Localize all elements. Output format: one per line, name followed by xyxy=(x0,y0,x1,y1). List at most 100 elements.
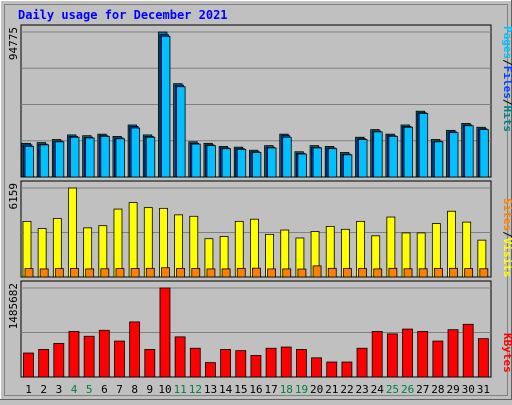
x-tick-label-day-15: 15 xyxy=(234,383,247,396)
legend-item: Hits xyxy=(501,106,512,133)
bar-pages-day-12 xyxy=(191,143,201,178)
x-tick-label-day-25: 25 xyxy=(386,383,399,396)
bar-pages-day-13 xyxy=(206,145,216,178)
bar-kbytes-day-21 xyxy=(326,361,338,378)
x-tick-label-day-30: 30 xyxy=(462,383,475,396)
bar-kbytes-day-9 xyxy=(144,349,156,378)
bar-visits-day-10 xyxy=(159,207,168,278)
chart-panels: 94775 6159 1485682 xyxy=(7,24,492,378)
bar-visits-day-11 xyxy=(174,214,184,278)
bar-kbytes-day-24 xyxy=(371,331,383,378)
x-tick-label-day-6: 6 xyxy=(101,383,108,396)
bar-sites-day-24 xyxy=(373,268,383,278)
x-tick-label-day-1: 1 xyxy=(25,383,32,396)
x-tick-label-day-2: 2 xyxy=(40,383,47,396)
bar-pages-day-31 xyxy=(479,129,489,178)
bar-kbytes-day-29 xyxy=(447,329,459,378)
x-tick-label-day-10: 10 xyxy=(158,383,171,396)
bar-pages-day-21 xyxy=(327,148,338,178)
bar-sites-day-8 xyxy=(130,268,140,278)
panel-hits-files-pages: 94775 xyxy=(7,24,492,178)
bar-sites-day-31 xyxy=(479,268,489,278)
bar-pages-day-25 xyxy=(388,136,398,178)
bar-sites-day-14 xyxy=(221,268,231,278)
bar-sites-day-30 xyxy=(464,268,474,278)
legend-item: Visits xyxy=(501,238,512,278)
x-tick-label-day-14: 14 xyxy=(219,383,233,396)
bar-sites-day-25 xyxy=(388,267,398,278)
bar-pages-day-4 xyxy=(70,136,80,178)
bar-pages-day-9 xyxy=(145,136,156,178)
bar-sites-day-21 xyxy=(327,267,337,278)
bar-pages-day-7 xyxy=(115,138,125,178)
bar-pages-day-2 xyxy=(39,144,50,178)
bar-sites-day-15 xyxy=(236,268,246,278)
bar-pages-day-26 xyxy=(403,126,413,178)
x-tick-label-day-22: 22 xyxy=(340,383,353,396)
bar-sites-day-27 xyxy=(418,268,428,278)
bar-kbytes-day-19 xyxy=(296,349,307,378)
x-tick-label-day-9: 9 xyxy=(147,383,154,396)
x-tick-label-day-23: 23 xyxy=(356,383,369,396)
bar-sites-day-13 xyxy=(206,268,216,278)
legend-item: / xyxy=(501,231,512,238)
bar-visits-day-9 xyxy=(143,207,153,278)
legend-middle: Sites/Visits xyxy=(501,198,512,278)
bar-sites-day-9 xyxy=(145,267,155,278)
bar-pages-day-27 xyxy=(418,113,429,178)
chart-title: Daily usage for December 2021 xyxy=(18,8,228,22)
bar-kbytes-day-14 xyxy=(220,349,231,378)
x-tick-label-day-21: 21 xyxy=(325,383,338,396)
legend-bottom: KBytes xyxy=(501,333,512,373)
bar-pages-day-19 xyxy=(297,153,307,178)
x-tick-label-day-8: 8 xyxy=(131,383,138,396)
bar-pages-day-3 xyxy=(54,141,65,178)
x-tick-label-day-5: 5 xyxy=(86,383,93,396)
bar-pages-day-14 xyxy=(221,148,231,178)
y-max-label: 1485682 xyxy=(7,283,20,329)
bar-sites-day-26 xyxy=(403,268,413,278)
bar-kbytes-day-23 xyxy=(356,347,368,378)
bar-sites-day-6 xyxy=(100,268,110,278)
legend-item: Sites xyxy=(501,198,512,231)
bar-pages-day-23 xyxy=(358,139,368,178)
bar-sites-day-22 xyxy=(342,268,352,278)
bar-kbytes-day-7 xyxy=(114,340,125,378)
bar-sites-day-7 xyxy=(115,268,125,278)
bar-kbytes-day-5 xyxy=(83,335,95,378)
x-tick-label-day-29: 29 xyxy=(446,383,459,396)
bar-sites-day-5 xyxy=(85,268,95,278)
bar-pages-day-18 xyxy=(282,136,292,178)
legend-item: / xyxy=(501,59,512,66)
legend-item: KBytes xyxy=(501,333,512,373)
x-tick-label-day-28: 28 xyxy=(431,383,444,396)
bar-pages-day-24 xyxy=(373,131,383,178)
bar-pages-day-10 xyxy=(161,35,171,178)
bar-pages-day-5 xyxy=(85,137,95,178)
bar-visits-day-29 xyxy=(447,210,456,278)
x-tick-label-day-24: 24 xyxy=(371,383,385,396)
bar-kbytes-day-17 xyxy=(265,347,277,378)
bar-visits-day-12 xyxy=(189,215,199,278)
bar-sites-day-23 xyxy=(358,268,367,278)
bar-sites-day-3 xyxy=(54,268,64,278)
bar-kbytes-day-3 xyxy=(53,343,65,378)
x-tick-label-day-7: 7 xyxy=(116,383,123,396)
bar-pages-day-11 xyxy=(176,86,186,178)
bar-kbytes-day-30 xyxy=(462,323,474,378)
bar-kbytes-day-10 xyxy=(159,287,171,378)
bar-kbytes-day-8 xyxy=(129,321,141,378)
bar-pages-day-16 xyxy=(252,152,262,178)
bar-pages-day-17 xyxy=(267,147,277,178)
bar-kbytes-day-31 xyxy=(477,338,489,378)
bar-pages-day-30 xyxy=(464,125,474,178)
x-tick-label-day-3: 3 xyxy=(56,383,63,396)
bar-sites-day-18 xyxy=(282,268,292,278)
bar-sites-day-16 xyxy=(252,267,261,278)
x-tick-label-day-18: 18 xyxy=(280,383,293,396)
bar-sites-day-2 xyxy=(39,268,49,278)
legend-item: / xyxy=(501,99,512,106)
bar-kbytes-day-20 xyxy=(311,357,322,378)
bar-sites-day-12 xyxy=(191,268,201,278)
